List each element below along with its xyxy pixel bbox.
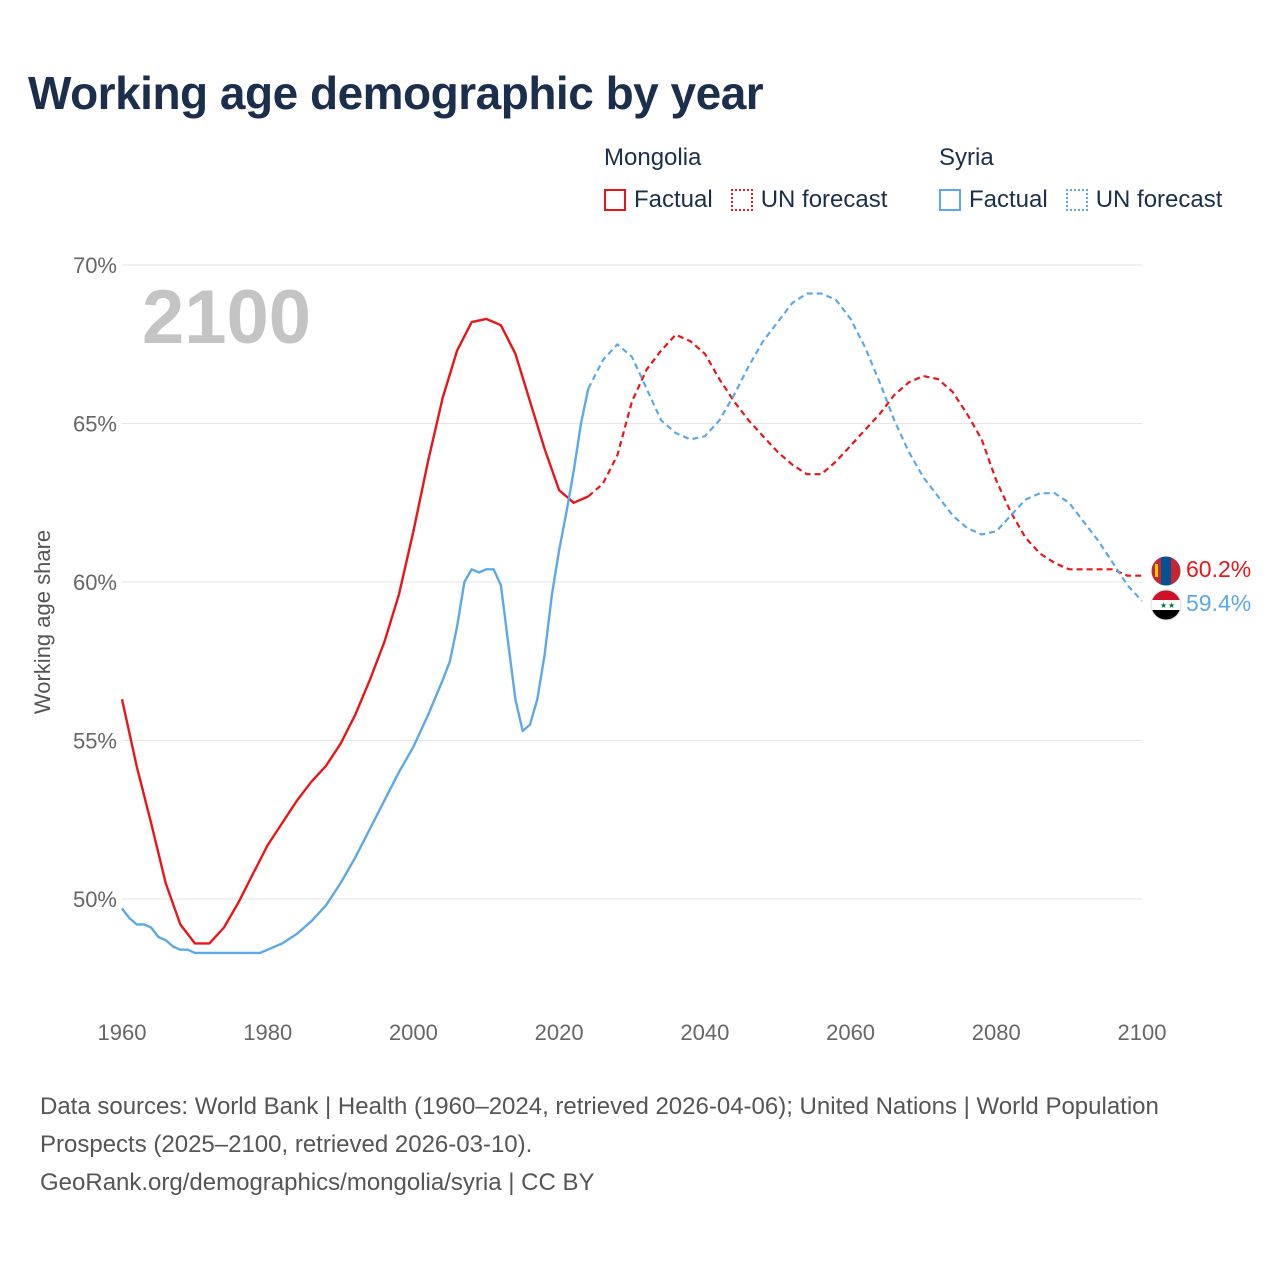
credit-line: GeoRank.org/demographics/mongolia/syria … [40,1169,595,1196]
legend-mongolia: Mongolia Factual UN forecast [604,144,887,214]
legend-item-syria-forecast[interactable]: UN forecast [1065,186,1223,214]
x-axis-ticks: 1960 1980 2000 2020 2040 2060 2080 2100 [98,1020,1167,1045]
x-tick-label: 2000 [389,1020,438,1045]
swatch-mongolia-factual [604,189,626,211]
legend-item-mongolia-forecast[interactable]: UN forecast [730,186,888,214]
y-tick-label: 65% [73,412,117,437]
year-overlay: 2100 [142,275,311,360]
series-line-syria-factual [121,388,590,955]
svg-text:★: ★ [1160,601,1167,610]
x-tick-label: 1960 [98,1020,147,1045]
legend-label-mongolia-factual: Factual [634,186,713,213]
x-tick-label: 2100 [1118,1020,1167,1045]
legend-item-mongolia-factual[interactable]: Factual [604,186,713,214]
legend-country-mongolia: Mongolia [604,144,702,171]
legend-label-syria-forecast: UN forecast [1095,186,1223,213]
swatch-syria-factual [939,189,961,211]
page-title: Working age demographic by year [28,67,764,119]
svg-text:★: ★ [1168,601,1175,610]
y-tick-label: 70% [73,253,117,278]
data-sources: Data sources: World Bank | Health (1960–… [40,1093,1159,1158]
x-tick-label: 2040 [680,1020,729,1045]
end-label-syria: 59.4% [1186,590,1251,616]
series-layer [120,292,1143,955]
legend-item-syria-factual[interactable]: Factual [939,186,1048,214]
swatch-syria-forecast [1065,189,1088,211]
x-tick-label: 2080 [972,1020,1021,1045]
line-chart: 50% 55% 60% 65% 70% 1960 1980 2000 2020 2040 2060… [30,253,1251,1045]
legend-syria: Syria Factual UN forecast [939,144,1222,214]
swatch-mongolia-forecast [730,189,753,211]
y-axis-label: Working age share [30,530,55,714]
series-line-mongolia-forecast [587,333,1142,577]
y-axis-ticks: 50% 55% 60% 65% 70% [73,253,117,912]
series-line-mongolia-factual [120,317,589,945]
x-tick-label: 2060 [826,1020,875,1045]
x-tick-label: 2020 [535,1020,584,1045]
legend-country-syria: Syria [939,144,994,171]
y-tick-label: 50% [73,887,117,912]
syria-flag-icon: ★ ★ [1150,589,1182,621]
gridlines [122,264,1142,900]
y-tick-label: 60% [73,570,117,595]
x-tick-label: 1980 [243,1020,292,1045]
legend-label-mongolia-forecast: UN forecast [760,186,888,213]
end-label-mongolia: 60.2% [1186,556,1251,582]
footer: Data sources: World Bank | Health (1960–… [40,1088,1220,1202]
legend-label-syria-factual: Factual [969,186,1048,213]
mongolia-flag-icon [1150,555,1182,587]
y-tick-label: 55% [73,729,117,754]
